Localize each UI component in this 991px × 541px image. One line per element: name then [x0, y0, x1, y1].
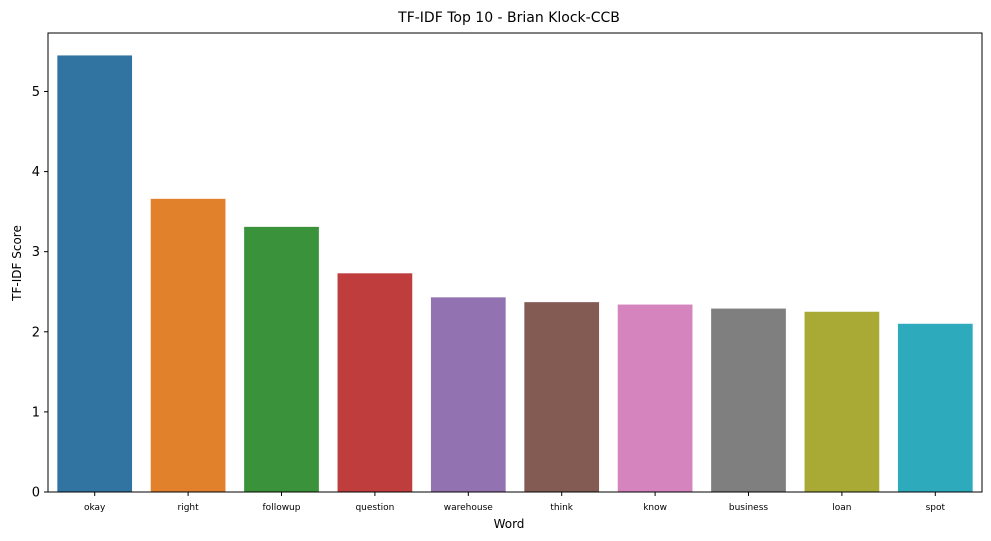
x-axis-label: Word	[494, 517, 525, 531]
y-axis-ticks: 0 1 2 3 4 5	[32, 85, 48, 501]
bar-think	[524, 302, 600, 492]
x-tick-label: warehouse	[444, 503, 494, 513]
bar-okay	[57, 55, 133, 493]
chart-title: TF-IDF Top 10 - Brian Klock-CCB	[397, 10, 620, 26]
x-tick-label: loan	[832, 503, 851, 513]
bar-warehouse	[430, 297, 506, 492]
y-tick-label: 5	[32, 85, 40, 100]
x-tick-label: know	[643, 503, 667, 513]
bars-group	[57, 55, 973, 493]
x-tick-label: spot	[926, 503, 946, 513]
bar-business	[711, 308, 786, 492]
bar-spot	[897, 323, 973, 492]
bar-followup	[244, 226, 319, 492]
x-tick-label: think	[550, 503, 573, 513]
y-tick-label: 3	[32, 245, 40, 260]
bar-right	[150, 198, 226, 492]
x-tick-label: okay	[84, 503, 106, 513]
bar-know	[617, 304, 693, 492]
x-tick-label: followup	[263, 503, 301, 513]
x-tick-label: business	[729, 503, 769, 513]
y-tick-label: 0	[32, 486, 40, 501]
x-tick-label: right	[178, 503, 200, 513]
y-tick-label: 2	[32, 325, 40, 340]
bar-question	[337, 273, 413, 492]
bar-loan	[804, 311, 880, 492]
x-axis-ticks: okay right followup question warehouse think k…	[84, 492, 945, 513]
y-tick-label: 1	[32, 405, 40, 420]
y-axis-label: TF-IDF Score	[10, 225, 24, 302]
plot-area-frame	[47, 32, 983, 493]
x-tick-label: question	[355, 503, 394, 513]
y-tick-label: 4	[32, 165, 40, 180]
